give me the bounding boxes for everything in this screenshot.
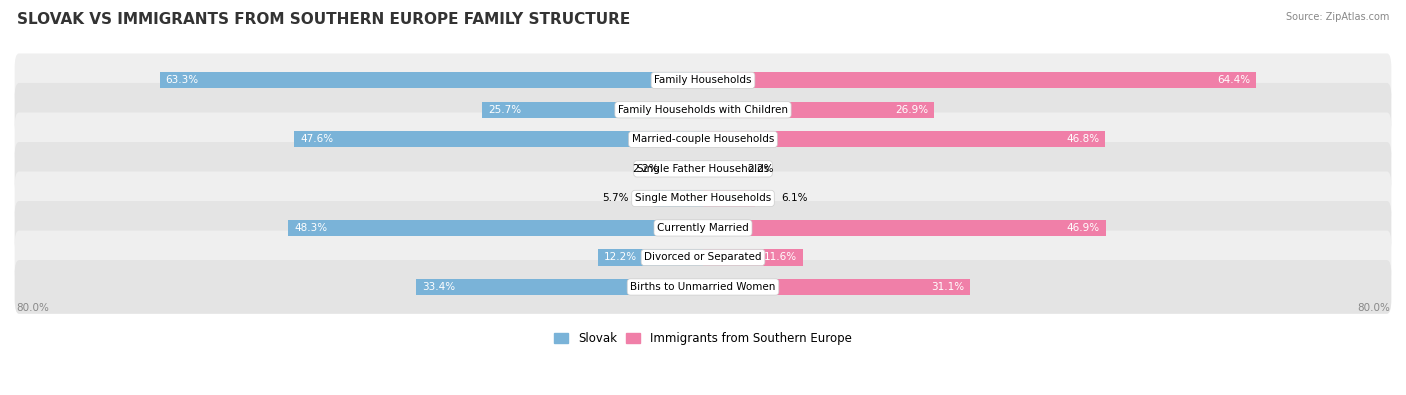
Text: 46.8%: 46.8%	[1066, 134, 1099, 144]
Bar	[703, 102, 934, 118]
Bar	[703, 131, 1105, 147]
Bar	[294, 131, 703, 147]
Bar	[703, 72, 1256, 88]
Text: SLOVAK VS IMMIGRANTS FROM SOUTHERN EUROPE FAMILY STRUCTURE: SLOVAK VS IMMIGRANTS FROM SOUTHERN EUROP…	[17, 12, 630, 27]
Text: Births to Unmarried Women: Births to Unmarried Women	[630, 282, 776, 292]
Text: 31.1%: 31.1%	[931, 282, 965, 292]
Bar	[288, 220, 703, 236]
Text: Currently Married: Currently Married	[657, 223, 749, 233]
Text: 63.3%: 63.3%	[165, 75, 198, 85]
Text: 25.7%: 25.7%	[488, 105, 522, 115]
FancyBboxPatch shape	[14, 53, 1392, 107]
Bar	[685, 161, 703, 177]
Text: 48.3%: 48.3%	[294, 223, 328, 233]
Bar	[654, 190, 703, 207]
Text: 5.7%: 5.7%	[602, 194, 628, 203]
Text: 47.6%: 47.6%	[299, 134, 333, 144]
Text: Family Households with Children: Family Households with Children	[619, 105, 787, 115]
FancyBboxPatch shape	[14, 201, 1392, 255]
Text: Married-couple Households: Married-couple Households	[631, 134, 775, 144]
Bar	[416, 279, 703, 295]
Text: 64.4%: 64.4%	[1218, 75, 1250, 85]
Text: Source: ZipAtlas.com: Source: ZipAtlas.com	[1285, 12, 1389, 22]
FancyBboxPatch shape	[14, 113, 1392, 166]
Text: Family Households: Family Households	[654, 75, 752, 85]
Bar	[599, 249, 703, 265]
FancyBboxPatch shape	[14, 83, 1392, 137]
Bar	[703, 220, 1105, 236]
Text: 80.0%: 80.0%	[17, 303, 49, 313]
Text: 2.2%: 2.2%	[748, 164, 775, 174]
Bar	[703, 279, 970, 295]
Text: 26.9%: 26.9%	[896, 105, 928, 115]
Bar	[703, 249, 803, 265]
Legend: Slovak, Immigrants from Southern Europe: Slovak, Immigrants from Southern Europe	[550, 327, 856, 350]
Text: Single Father Households: Single Father Households	[637, 164, 769, 174]
Bar	[703, 190, 755, 207]
Text: 11.6%: 11.6%	[763, 252, 797, 262]
FancyBboxPatch shape	[14, 231, 1392, 284]
Bar	[482, 102, 703, 118]
Bar	[160, 72, 703, 88]
Text: 80.0%: 80.0%	[1357, 303, 1389, 313]
Text: 33.4%: 33.4%	[422, 282, 456, 292]
FancyBboxPatch shape	[14, 171, 1392, 225]
FancyBboxPatch shape	[14, 260, 1392, 314]
Text: 6.1%: 6.1%	[782, 194, 807, 203]
Text: Divorced or Separated: Divorced or Separated	[644, 252, 762, 262]
Text: 2.2%: 2.2%	[631, 164, 658, 174]
FancyBboxPatch shape	[14, 142, 1392, 196]
Text: 12.2%: 12.2%	[603, 252, 637, 262]
Bar	[703, 161, 721, 177]
Text: 46.9%: 46.9%	[1067, 223, 1099, 233]
Text: Single Mother Households: Single Mother Households	[636, 194, 770, 203]
